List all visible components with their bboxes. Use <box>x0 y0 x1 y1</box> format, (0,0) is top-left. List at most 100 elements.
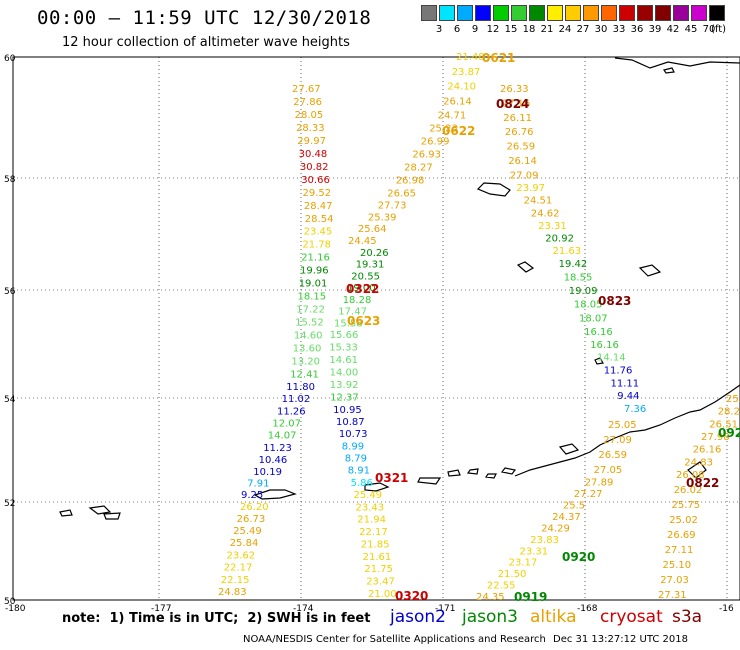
wave-height-value: 25.39 <box>368 212 397 223</box>
color-scale-label: 9 <box>471 24 479 35</box>
wave-height-value: 15.33 <box>329 343 358 354</box>
wave-height-value: 10.46 <box>259 455 288 466</box>
credit-text: NOAA/NESDIS Center for Satellite Applica… <box>243 634 546 645</box>
track-time-labels: 0321032003220623062108240622082308220920… <box>346 51 740 604</box>
wave-height-value: 8.99 <box>342 441 364 452</box>
longitude-tick-label: -16 <box>719 604 734 614</box>
wave-height-value: 26.33 <box>500 84 529 95</box>
wave-height-value: 28.27 <box>404 163 433 174</box>
wave-height-value: 24.45 <box>348 236 377 247</box>
wave-height-value: 23.87 <box>452 67 481 78</box>
wave-height-value: 26.59 <box>507 142 536 153</box>
wave-height-value: 8.79 <box>345 453 367 464</box>
wave-height-value: 27.16 <box>502 98 531 109</box>
wave-height-value: 23.47 <box>366 577 395 588</box>
wave-height-value: 13.20 <box>291 357 320 368</box>
wave-height-value: 24.35 <box>476 592 505 603</box>
wave-height-value: 12.07 <box>272 419 301 430</box>
color-swatch <box>547 5 563 21</box>
latitude-tick-label: 58 <box>4 175 16 185</box>
wave-height-value: 25.75 <box>672 500 701 511</box>
latitude-tick-label: 60 <box>4 54 16 64</box>
wave-height-value: 26.98 <box>396 176 425 187</box>
legend-item-s3a: s3a <box>672 607 703 627</box>
wave-height-value: 21.48 <box>456 52 485 63</box>
color-swatch <box>457 5 473 21</box>
wave-height-value: 17.47 <box>338 307 367 318</box>
wave-height-value: 21.75 <box>364 564 393 575</box>
wave-height-value: 25.64 <box>358 224 387 235</box>
wave-height-value: 24.51 <box>524 196 553 207</box>
wave-height-value: 19.31 <box>356 260 385 271</box>
wave-height-value: 21.00 <box>368 589 397 600</box>
color-scale-label: 42 <box>666 24 680 35</box>
wave-height-value: 22.17 <box>359 527 388 538</box>
color-scale-label: 21 <box>540 24 554 35</box>
wave-height-value: 26.73 <box>237 514 266 525</box>
wave-height-value: 18.07 <box>579 313 608 324</box>
wave-height-value: 25.05 <box>608 420 637 431</box>
wave-height-value: 27.31 <box>658 590 687 601</box>
wave-height-value: 14.61 <box>329 355 358 366</box>
wave-height-value: 20.92 <box>545 233 574 244</box>
axis-tick-labels: 60 58 56 54 52 50-180 -177 -174 -171 -168 -16 <box>4 54 734 614</box>
wave-height-value: 28.26 <box>718 407 740 418</box>
coastline <box>59 57 740 520</box>
track-time-label: 0920 <box>562 550 595 564</box>
color-scale-label: 45 <box>684 24 698 35</box>
wave-height-value: 28.54 <box>305 214 334 225</box>
latitude-tick-label: 56 <box>4 287 16 297</box>
track-time-label: 0822 <box>686 476 719 490</box>
wave-height-value: 30.82 <box>300 162 329 173</box>
wave-height-value: 25.56 <box>726 394 740 405</box>
wave-height-value: 26.69 <box>667 530 696 541</box>
color-scale-label: 6 <box>453 24 461 35</box>
wave-height-value: 26.93 <box>412 150 441 161</box>
wave-height-value: 26.20 <box>240 502 269 513</box>
wave-height-value: 11.02 <box>282 394 311 405</box>
generated-timestamp: Dec 31 13:27:12 UTC 2018 <box>553 634 688 645</box>
wave-height-value: 26.51 <box>709 419 738 430</box>
wave-height-value: 11.76 <box>604 366 633 377</box>
latitude-tick-label: 52 <box>4 499 15 509</box>
color-swatch <box>421 5 437 21</box>
longitude-tick-label: -168 <box>577 604 598 614</box>
wave-height-value: 19.96 <box>300 266 329 277</box>
longitude-tick-label: -174 <box>293 604 314 614</box>
wave-height-value: 26.14 <box>443 96 472 107</box>
wave-height-value: 11.23 <box>263 443 292 454</box>
legend-item-jason3: jason3 <box>462 607 518 627</box>
wave-height-value: 24.37 <box>552 512 581 523</box>
color-swatch <box>619 5 635 21</box>
st-lawrence-island <box>476 182 511 197</box>
color-scale-label: 3 <box>435 24 443 35</box>
wave-height-value: 27.05 <box>594 465 623 476</box>
latitude-tick-label: 54 <box>4 395 16 405</box>
color-swatch <box>655 5 671 21</box>
island-north-1 <box>663 67 675 74</box>
wave-height-value: 10.95 <box>333 405 362 416</box>
wave-height-value: 27.11 <box>665 545 694 556</box>
wave-height-value: 24.62 <box>531 208 560 219</box>
track-time-label: 092 <box>718 426 740 440</box>
wave-height-value: 25.84 <box>230 538 259 549</box>
color-swatch <box>691 5 707 21</box>
wave-height-value: 28.05 <box>295 110 324 121</box>
wave-height-value: 26.14 <box>508 156 537 167</box>
wave-height-value: 18.15 <box>298 292 327 303</box>
wave-height-value: 26.08 <box>676 470 705 481</box>
track-time-label: 0322 <box>346 282 379 296</box>
latitude-tick-label: 50 <box>4 597 16 607</box>
atka-islands <box>364 482 390 492</box>
color-scale-label: 70 <box>702 24 716 35</box>
wave-height-value: 23.62 <box>227 550 256 561</box>
color-scale-unit: (ft) <box>711 24 727 35</box>
color-scale-label: 27 <box>576 24 590 35</box>
wave-height-value: 25.49 <box>354 490 383 501</box>
wave-height-value: 14.00 <box>330 368 359 379</box>
longitude-tick-label: -171 <box>435 604 455 614</box>
wave-height-value: 24.10 <box>447 82 476 93</box>
wave-height-value: 24.83 <box>684 457 713 468</box>
wave-height-value: 8.91 <box>348 466 370 477</box>
wave-height-value: 21.63 <box>553 246 582 257</box>
